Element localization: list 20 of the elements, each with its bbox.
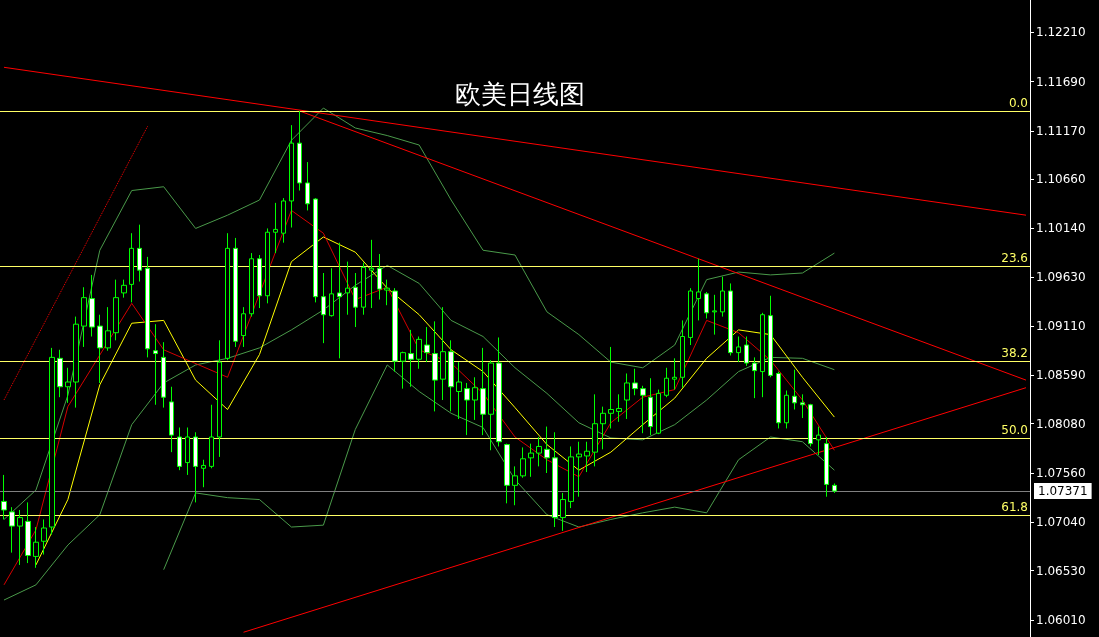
y-tick-label: 1.08080	[1036, 416, 1086, 431]
y-tick-label: 1.12210	[1036, 25, 1086, 40]
y-tick-label: 1.06010	[1036, 612, 1086, 627]
annotation: 0.0	[1008, 96, 1028, 111]
y-tick-label: 1.10140	[1036, 221, 1086, 236]
y-tick-label: 1.10660	[1036, 172, 1086, 187]
annotation: 50.0	[1001, 422, 1028, 437]
text: 欧美日线图	[455, 79, 585, 109]
y-tick-label: 1.07040	[1036, 515, 1086, 530]
y-tick-label: 1.08590	[1036, 368, 1086, 383]
ref-line-label: 1.07371	[1038, 483, 1088, 498]
annotation: 61.8	[1001, 499, 1028, 514]
y-tick-label: 1.07560	[1036, 466, 1086, 481]
y-tick-label: 1.09630	[1036, 269, 1086, 284]
y-tick-label: 1.09110	[1036, 319, 1086, 334]
annotation: 38.2	[1001, 345, 1028, 360]
y-tick-label: 1.11690	[1036, 74, 1086, 89]
y-tick-label: 1.11170	[1036, 123, 1086, 138]
annotation: 23.6	[1001, 250, 1028, 265]
y-tick-label: 1.06530	[1036, 563, 1086, 578]
